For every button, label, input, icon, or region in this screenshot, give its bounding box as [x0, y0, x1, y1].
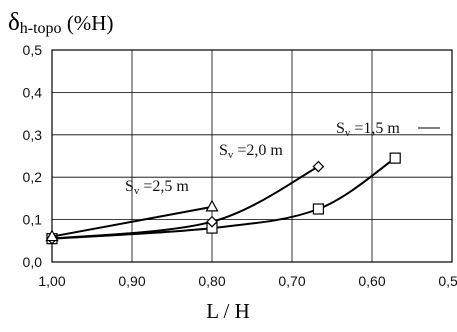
series-label-prefix: S — [125, 178, 134, 195]
series-label-subscript: v — [345, 127, 351, 139]
grid — [52, 50, 452, 262]
plot-frame — [51, 49, 453, 263]
data-point-diamond — [312, 160, 325, 173]
series-label-subscript: v — [228, 149, 234, 161]
x-tick-label: 0,70 — [278, 273, 305, 289]
x-tick-label: 1,00 — [38, 273, 65, 289]
y-tick-labels: 0,0 0,1 0,2 0,3 0,4 0,5 — [23, 42, 43, 270]
series-label-value: =1,5 m — [350, 120, 400, 137]
series-label-sv-1-5: Sv =1,5 m — [336, 120, 400, 139]
y-axis-symbol: δ — [8, 9, 20, 36]
series-label-prefix: S — [219, 142, 228, 159]
x-tick-labels: 1,00 0,90 0,80 0,70 0,60 0,50 — [38, 273, 457, 289]
series-label-value: =2,0 m — [233, 142, 283, 159]
series-label-subscript: v — [134, 185, 140, 197]
data-point-triangle — [205, 199, 219, 212]
y-tick-label: 0,4 — [23, 84, 43, 100]
y-tick-label: 0,2 — [23, 169, 43, 185]
y-tick-label: 0,3 — [23, 127, 43, 143]
x-tick-label: 0,50 — [438, 273, 457, 289]
series-label-sv-2-0: Sv =2,0 m — [219, 142, 283, 161]
y-tick-label: 0,1 — [23, 212, 43, 228]
x-tick-label: 0,80 — [198, 273, 225, 289]
y-tick-label: 0,5 — [23, 42, 43, 58]
series-label-sv-2-5: Sv =2,5 m — [125, 178, 189, 197]
series-label-value: =2,5 m — [139, 178, 189, 195]
series-2 — [45, 199, 219, 242]
x-tick-label: 0,60 — [358, 273, 385, 289]
series-0 — [46, 152, 401, 245]
data-point-triangle — [45, 229, 59, 242]
data-point-square — [389, 152, 401, 164]
x-tick-label: 0,90 — [118, 273, 145, 289]
y-axis-subscript: h-topo — [20, 20, 62, 37]
series-label-prefix: S — [336, 120, 345, 137]
x-axis-title: L / H — [206, 299, 250, 323]
y-axis-title: δh-topo (%H) — [8, 9, 113, 37]
data-point-diamond — [206, 215, 218, 228]
y-tick-label: 0,0 — [23, 254, 43, 270]
series-line — [51, 205, 213, 238]
data-point-square — [312, 203, 324, 215]
y-axis-unit: (%H) — [62, 11, 114, 35]
series-group — [45, 152, 401, 245]
